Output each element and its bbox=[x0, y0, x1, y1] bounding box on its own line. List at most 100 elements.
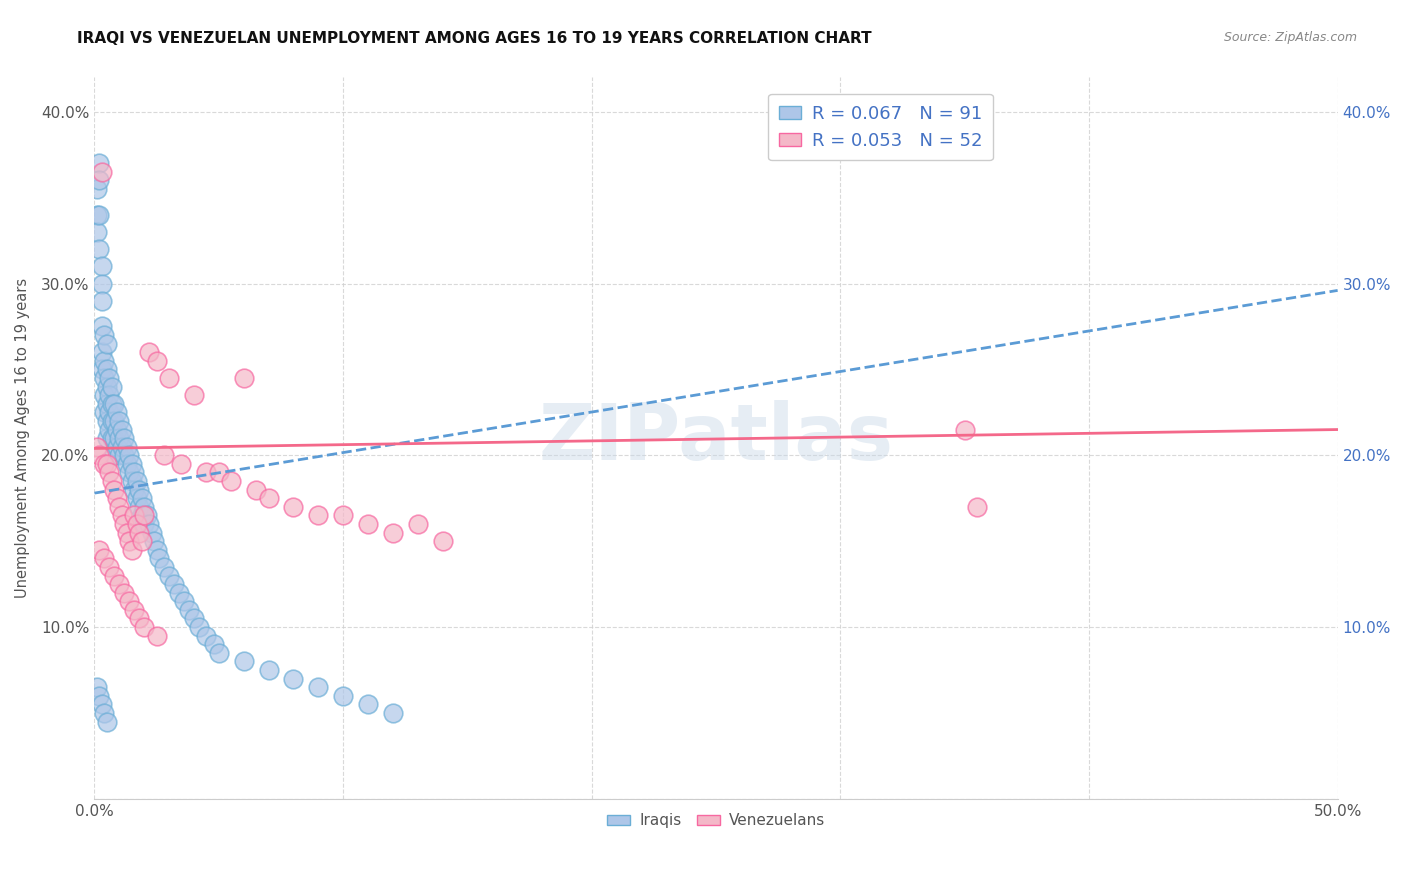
Point bbox=[232, 371, 254, 385]
Point bbox=[125, 491, 148, 506]
Point bbox=[96, 414, 118, 428]
Point bbox=[145, 629, 167, 643]
Point bbox=[135, 508, 157, 523]
Point bbox=[105, 440, 128, 454]
Point bbox=[121, 457, 143, 471]
Point bbox=[953, 423, 976, 437]
Point bbox=[115, 525, 138, 540]
Point bbox=[134, 620, 156, 634]
Point bbox=[134, 508, 156, 523]
Point bbox=[90, 698, 112, 712]
Point bbox=[118, 534, 141, 549]
Point bbox=[93, 388, 115, 402]
Point bbox=[108, 431, 131, 445]
Point bbox=[966, 500, 988, 514]
Point bbox=[118, 594, 141, 608]
Point bbox=[357, 698, 380, 712]
Point bbox=[89, 448, 111, 462]
Point bbox=[105, 491, 128, 506]
Point bbox=[177, 603, 200, 617]
Point bbox=[89, 689, 111, 703]
Point bbox=[96, 362, 118, 376]
Point bbox=[157, 371, 180, 385]
Point bbox=[90, 362, 112, 376]
Point bbox=[90, 319, 112, 334]
Point bbox=[232, 655, 254, 669]
Y-axis label: Unemployment Among Ages 16 to 19 years: Unemployment Among Ages 16 to 19 years bbox=[15, 278, 30, 599]
Point bbox=[131, 491, 153, 506]
Point bbox=[93, 328, 115, 343]
Point bbox=[283, 500, 305, 514]
Point bbox=[96, 714, 118, 729]
Point bbox=[103, 397, 125, 411]
Point bbox=[148, 551, 170, 566]
Point bbox=[93, 457, 115, 471]
Point bbox=[131, 534, 153, 549]
Point bbox=[108, 577, 131, 591]
Point bbox=[101, 379, 124, 393]
Point bbox=[98, 405, 121, 419]
Point bbox=[96, 457, 118, 471]
Point bbox=[163, 577, 186, 591]
Point bbox=[381, 525, 404, 540]
Point bbox=[118, 466, 141, 480]
Point bbox=[103, 483, 125, 497]
Point bbox=[86, 208, 108, 222]
Point bbox=[122, 483, 145, 497]
Point bbox=[145, 354, 167, 368]
Point bbox=[93, 354, 115, 368]
Point bbox=[128, 611, 150, 625]
Point bbox=[90, 345, 112, 359]
Point bbox=[121, 542, 143, 557]
Point bbox=[283, 672, 305, 686]
Point bbox=[96, 431, 118, 445]
Point bbox=[96, 379, 118, 393]
Point bbox=[96, 336, 118, 351]
Point bbox=[86, 182, 108, 196]
Point bbox=[257, 663, 280, 677]
Point bbox=[208, 646, 231, 660]
Point bbox=[381, 706, 404, 720]
Point bbox=[112, 431, 135, 445]
Point bbox=[93, 551, 115, 566]
Point bbox=[89, 542, 111, 557]
Point bbox=[122, 508, 145, 523]
Point bbox=[103, 431, 125, 445]
Text: Source: ZipAtlas.com: Source: ZipAtlas.com bbox=[1223, 31, 1357, 45]
Point bbox=[108, 500, 131, 514]
Point bbox=[157, 568, 180, 582]
Point bbox=[122, 466, 145, 480]
Point bbox=[103, 414, 125, 428]
Point bbox=[112, 585, 135, 599]
Point bbox=[121, 474, 143, 488]
Point bbox=[115, 440, 138, 454]
Point bbox=[170, 457, 193, 471]
Point bbox=[105, 423, 128, 437]
Point bbox=[103, 568, 125, 582]
Point bbox=[90, 277, 112, 291]
Point bbox=[96, 397, 118, 411]
Text: ZIPatlas: ZIPatlas bbox=[538, 401, 894, 476]
Point bbox=[112, 516, 135, 531]
Point bbox=[134, 516, 156, 531]
Point bbox=[89, 156, 111, 170]
Point bbox=[332, 689, 354, 703]
Point bbox=[93, 405, 115, 419]
Point bbox=[108, 448, 131, 462]
Point bbox=[101, 474, 124, 488]
Point bbox=[202, 637, 225, 651]
Point bbox=[173, 594, 195, 608]
Point bbox=[332, 508, 354, 523]
Point bbox=[187, 620, 209, 634]
Point bbox=[153, 448, 176, 462]
Point bbox=[128, 483, 150, 497]
Point bbox=[98, 466, 121, 480]
Point bbox=[86, 225, 108, 239]
Point bbox=[105, 405, 128, 419]
Point bbox=[118, 448, 141, 462]
Point bbox=[86, 440, 108, 454]
Point bbox=[103, 448, 125, 462]
Point bbox=[125, 474, 148, 488]
Point bbox=[125, 516, 148, 531]
Point bbox=[183, 388, 205, 402]
